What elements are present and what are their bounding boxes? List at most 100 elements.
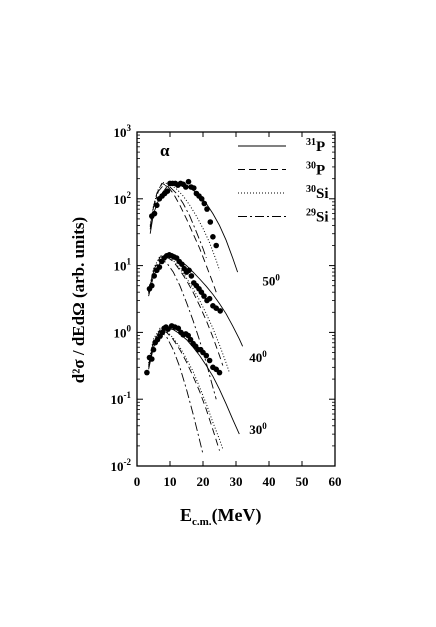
data-point-40 <box>213 305 219 312</box>
x-tick-label: 40 <box>263 474 276 489</box>
y-tick-base: 10 <box>111 392 124 407</box>
legend-element: P <box>316 163 325 179</box>
legend-entry-label: 31P <box>306 137 325 155</box>
data-point-40 <box>206 295 213 302</box>
curve-dashed-50 <box>149 182 217 293</box>
y-tick-label: 100 <box>114 323 132 340</box>
data-point-30 <box>175 325 182 332</box>
legend-mass-number: 31 <box>306 137 316 148</box>
data-point-40 <box>186 267 192 274</box>
curve-dotted-50 <box>149 182 220 271</box>
fit-curves <box>148 182 244 455</box>
data-point-50 <box>210 234 216 240</box>
data-point-30 <box>185 332 191 339</box>
data-point-40 <box>156 264 163 270</box>
y-tick-exp: 1 <box>127 257 132 267</box>
legend-entry-label: 29Si <box>306 208 329 226</box>
curve-dashdot-30 <box>148 330 204 455</box>
data-point-40 <box>179 261 185 268</box>
data-point-50 <box>201 200 208 207</box>
angle-label-degree: 0 <box>275 273 280 283</box>
data-point-50 <box>185 178 192 185</box>
angle-label-degree: 0 <box>262 349 267 359</box>
x-axis-label-main: E <box>180 505 192 525</box>
curve-dotted-40 <box>148 255 230 373</box>
legend-mass-number: 29 <box>306 208 316 219</box>
y-tick-exp: 3 <box>127 123 132 133</box>
data-points <box>144 178 223 376</box>
plot-frame <box>136 131 336 467</box>
data-point-50 <box>207 219 214 225</box>
y-tick-base: 10 <box>114 192 127 207</box>
data-point-50 <box>198 196 205 202</box>
legend-mass-number: 30 <box>306 184 316 195</box>
curve-dashdot-40 <box>148 258 217 400</box>
x-tick-label: 30 <box>230 474 243 489</box>
data-point-40 <box>188 273 195 279</box>
data-point-50 <box>151 210 158 217</box>
x-tick-label: 50 <box>296 474 309 489</box>
data-point-50 <box>213 242 219 249</box>
x-axis-label-sub: c.m. <box>192 516 212 528</box>
angle-label-value: 50 <box>262 274 275 289</box>
x-tick-label: 0 <box>134 474 141 489</box>
data-point-30 <box>150 346 157 353</box>
y-tick-base: 10 <box>114 325 127 340</box>
y-tick-exp: 0 <box>127 323 132 333</box>
particle-label: α <box>160 141 170 160</box>
y-axis-label: d²σ / dEdΩ (arb. units) <box>69 217 88 383</box>
data-point-50 <box>204 206 210 212</box>
legend-mass-number: 30 <box>306 161 316 172</box>
angle-label-value: 40 <box>249 350 262 365</box>
legend-element: Si <box>316 210 329 226</box>
data-point-40 <box>149 282 155 289</box>
data-point-30 <box>203 352 210 359</box>
x-tick-label: 10 <box>164 474 177 489</box>
y-tick-label: 103 <box>114 123 132 140</box>
curve-dashed-40 <box>148 256 224 366</box>
y-tick-base: 10 <box>114 125 127 140</box>
x-tick-label: 60 <box>329 474 342 489</box>
x-axis-label: Ec.m.(MeV) <box>180 505 262 528</box>
y-tick-label: 10-2 <box>111 457 132 474</box>
curve-dashed-30 <box>148 329 220 451</box>
x-tick-label: 20 <box>197 474 210 489</box>
data-point-40 <box>201 293 207 299</box>
angle-label: 500 <box>262 273 280 289</box>
legend-entry-label: 30Si <box>306 184 329 202</box>
data-point-30 <box>187 336 194 343</box>
data-point-40 <box>151 273 157 279</box>
angle-label-value: 30 <box>249 422 262 437</box>
y-tick-base: 10 <box>114 259 127 274</box>
y-tick-base: 10 <box>111 459 124 474</box>
angle-label: 300 <box>249 421 267 437</box>
data-point-30 <box>206 357 213 364</box>
angle-label: 400 <box>249 349 267 365</box>
data-point-50 <box>164 188 171 194</box>
y-tick-exp: -1 <box>124 390 132 400</box>
data-point-30 <box>216 369 223 376</box>
data-point-30 <box>165 326 171 332</box>
angle-label-degree: 0 <box>262 421 267 431</box>
y-tick-label: 10-1 <box>111 390 132 407</box>
y-tick-label: 102 <box>114 190 132 207</box>
data-point-30 <box>149 356 155 362</box>
y-tick-exp: -2 <box>124 457 132 467</box>
data-point-30 <box>144 369 150 376</box>
legend-element: P <box>316 139 325 155</box>
data-point-50 <box>191 185 197 191</box>
data-point-50 <box>183 184 189 190</box>
data-point-50 <box>154 202 160 209</box>
legend-element: Si <box>316 186 329 202</box>
x-axis-label-unit: (MeV) <box>212 505 262 526</box>
curve-dotted-30 <box>148 327 224 450</box>
legend-entry-label: 30P <box>306 161 325 179</box>
curve-dashdot-50 <box>149 184 207 259</box>
data-point-40 <box>217 308 223 314</box>
y-tick-exp: 2 <box>127 190 132 200</box>
y-tick-label: 101 <box>114 257 132 274</box>
